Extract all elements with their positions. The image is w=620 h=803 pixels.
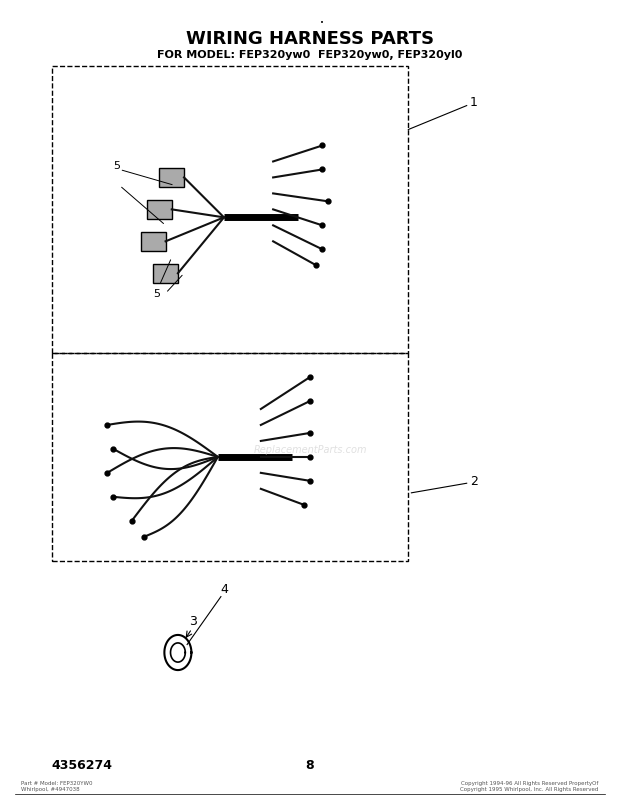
Text: Part # Model: FEP320YW0
Whirlpool, #4947038: Part # Model: FEP320YW0 Whirlpool, #4947… xyxy=(21,781,93,791)
Bar xyxy=(52,67,409,353)
Text: ReplacementParts.com: ReplacementParts.com xyxy=(253,444,367,454)
Text: FOR MODEL: FEP320yw0  FEP320yw0, FEP320yl0: FOR MODEL: FEP320yw0 FEP320yw0, FEP320yl… xyxy=(157,50,463,59)
Text: 4356274: 4356274 xyxy=(52,758,113,771)
Bar xyxy=(159,169,184,188)
Text: WIRING HARNESS PARTS: WIRING HARNESS PARTS xyxy=(186,30,434,47)
Bar xyxy=(141,232,166,251)
Bar xyxy=(52,353,409,561)
Bar xyxy=(147,201,172,220)
Bar xyxy=(153,264,178,283)
Text: 1: 1 xyxy=(470,96,477,109)
Text: 5: 5 xyxy=(153,289,160,299)
Text: 4: 4 xyxy=(220,582,228,595)
Text: 8: 8 xyxy=(306,758,314,771)
Text: 5: 5 xyxy=(113,161,120,171)
Text: •: • xyxy=(321,20,324,26)
Text: 3: 3 xyxy=(189,614,197,627)
Text: 2: 2 xyxy=(470,475,477,487)
Text: Copyright 1994-96 All Rights Reserved PropertyOf
Copyright 1995 Whirlpool, Inc. : Copyright 1994-96 All Rights Reserved Pr… xyxy=(461,781,599,791)
